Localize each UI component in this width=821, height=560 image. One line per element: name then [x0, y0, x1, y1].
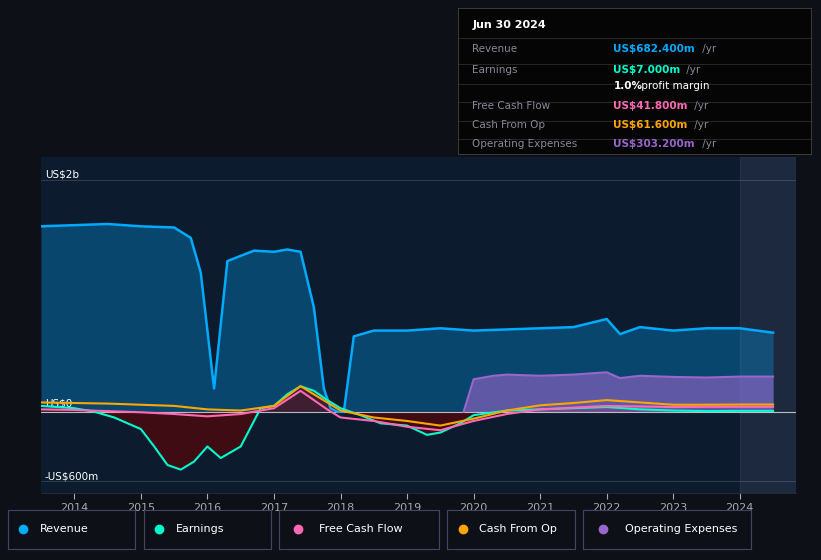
Text: /yr: /yr	[691, 101, 709, 111]
Text: US$2b: US$2b	[45, 170, 79, 180]
Text: Earnings: Earnings	[176, 524, 224, 534]
Text: US$303.200m: US$303.200m	[613, 139, 695, 149]
Text: -US$600m: -US$600m	[45, 471, 99, 481]
Text: US$7.000m: US$7.000m	[613, 64, 681, 74]
Text: Jun 30 2024: Jun 30 2024	[472, 20, 546, 30]
Text: US$682.400m: US$682.400m	[613, 44, 695, 54]
Text: /yr: /yr	[691, 120, 709, 130]
Text: Cash From Op: Cash From Op	[479, 524, 557, 534]
Text: US$61.600m: US$61.600m	[613, 120, 688, 130]
Text: Cash From Op: Cash From Op	[472, 120, 545, 130]
Text: /yr: /yr	[699, 139, 716, 149]
Text: /yr: /yr	[683, 64, 700, 74]
Text: US$0: US$0	[45, 398, 72, 408]
Text: profit margin: profit margin	[638, 81, 709, 91]
Text: 1.0%: 1.0%	[613, 81, 643, 91]
Text: Revenue: Revenue	[40, 524, 89, 534]
Text: Earnings: Earnings	[472, 64, 518, 74]
Text: /yr: /yr	[699, 44, 716, 54]
Bar	[740, 157, 796, 493]
Text: Operating Expenses: Operating Expenses	[625, 524, 737, 534]
Text: Operating Expenses: Operating Expenses	[472, 139, 577, 149]
Text: Free Cash Flow: Free Cash Flow	[319, 524, 403, 534]
Text: US$41.800m: US$41.800m	[613, 101, 688, 111]
Text: Revenue: Revenue	[472, 44, 517, 54]
Text: Free Cash Flow: Free Cash Flow	[472, 101, 550, 111]
